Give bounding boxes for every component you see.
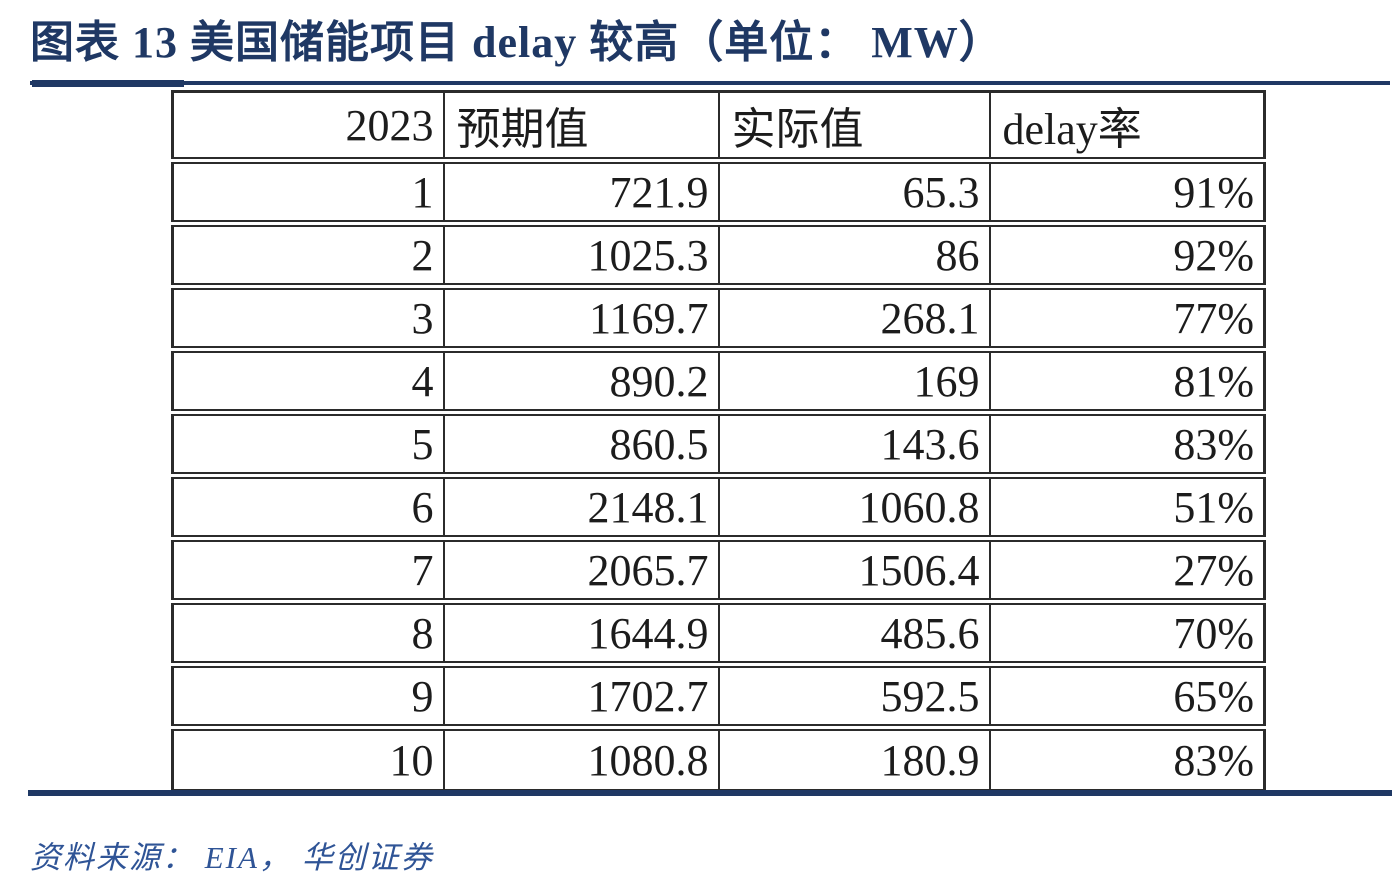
- cell-month: 1: [411, 167, 434, 217]
- cell-expected: 721.9: [442, 160, 719, 224]
- cell-delay-rate: 65%: [988, 664, 1265, 728]
- cell-actual: 169: [717, 349, 990, 413]
- table-row: 4 890.2 169 81%: [172, 349, 1265, 413]
- cell-expected: 2148.1: [442, 475, 719, 539]
- table-row: 8 1644.9 485.6 70%: [172, 601, 1265, 665]
- table-row: 10 1080.8 180.9 83%: [173, 727, 1265, 791]
- table-row: 1 721.9 65.3 91%: [172, 160, 1265, 224]
- cell-month: 10: [389, 735, 434, 785]
- cell-actual: 1506.4: [717, 538, 990, 602]
- cell-actual: 592.5: [717, 664, 990, 728]
- cell-delay-rate: 77%: [988, 286, 1265, 350]
- table-row: 2 1025.3 86 92%: [172, 223, 1265, 287]
- table-row: 5 860.5 143.6 83%: [172, 412, 1265, 476]
- table-row: 6 2148.1 1060.8 51%: [172, 475, 1265, 539]
- cell-month: 6: [411, 482, 434, 532]
- cell-expected: 1080.8: [442, 727, 719, 791]
- table-row: 9 1702.7 592.5 65%: [172, 664, 1265, 728]
- cell-delay-rate: 27%: [988, 538, 1265, 602]
- cell-delay-rate: 92%: [988, 223, 1265, 287]
- cell-month: 4: [411, 356, 434, 406]
- table-header-row: 2023 预期值 实际值 delay率: [172, 91, 1265, 161]
- cell-month: 7: [411, 545, 434, 595]
- cell-month: 8: [411, 608, 434, 658]
- cell-actual: 143.6: [717, 412, 990, 476]
- table-row: 7 2065.7 1506.4 27%: [172, 538, 1265, 602]
- title-rule: [30, 80, 1390, 88]
- title-rule-thin-line: [30, 81, 1390, 85]
- cell-expected: 890.2: [442, 349, 719, 413]
- cell-delay-rate: 83%: [988, 727, 1265, 791]
- cell-expected: 1702.7: [442, 664, 719, 728]
- cell-delay-rate: 70%: [988, 601, 1265, 665]
- cell-actual: 268.1: [717, 286, 990, 350]
- title-rule-thick-segment: [32, 80, 184, 87]
- cell-delay-rate: 51%: [988, 475, 1265, 539]
- header-expected: 预期值: [442, 91, 719, 161]
- header-year: 2023: [345, 100, 434, 150]
- table-row: 3 1169.7 268.1 77%: [172, 286, 1265, 350]
- cell-month: 9: [411, 671, 434, 721]
- cell-actual: 485.6: [717, 601, 990, 665]
- cell-month: 5: [411, 419, 434, 469]
- cell-actual: 86: [717, 223, 990, 287]
- header-actual: 实际值: [717, 91, 990, 161]
- cell-actual: 180.9: [717, 727, 990, 791]
- cell-month: 3: [411, 293, 434, 343]
- cell-delay-rate: 91%: [988, 160, 1265, 224]
- cell-expected: 1169.7: [442, 286, 719, 350]
- cell-expected: 1644.9: [442, 601, 719, 665]
- source-note: 资料来源： EIA， 华创证券: [30, 840, 434, 875]
- bottom-rule: [28, 790, 1392, 796]
- cell-actual: 65.3: [717, 160, 990, 224]
- cell-expected: 860.5: [442, 412, 719, 476]
- table-wrap: 2023 预期值 实际值 delay率 1 721.9 65.3 91% 2 1…: [171, 90, 1266, 792]
- cell-month: 2: [411, 230, 434, 280]
- figure-title: 图表 13 美国储能项目 delay 较高（单位： MW）: [30, 18, 1004, 67]
- data-table: 2023 预期值 实际值 delay率 1 721.9 65.3 91% 2 1…: [171, 90, 1266, 792]
- cell-delay-rate: 81%: [988, 349, 1265, 413]
- header-delay-rate: delay率: [988, 91, 1265, 161]
- cell-expected: 2065.7: [442, 538, 719, 602]
- cell-actual: 1060.8: [717, 475, 990, 539]
- cell-delay-rate: 83%: [988, 412, 1265, 476]
- cell-expected: 1025.3: [442, 223, 719, 287]
